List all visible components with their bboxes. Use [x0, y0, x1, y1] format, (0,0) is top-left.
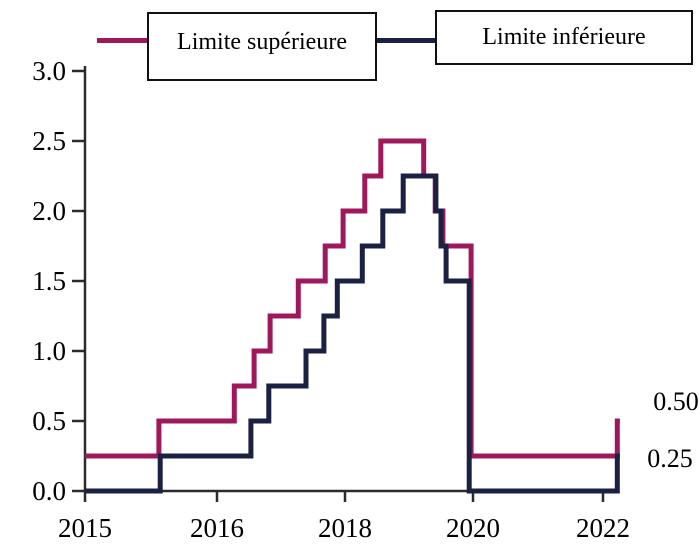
- y-tick-label: 2.5: [32, 126, 66, 156]
- x-tick-label: 2022: [576, 513, 630, 543]
- y-tick-label: 3.0: [32, 56, 66, 86]
- y-tick-label: 1.0: [32, 336, 66, 366]
- legend-line-lower-swatch: [377, 38, 435, 43]
- series-lines: [85, 138, 620, 494]
- end-annotation-upper: 0.50: [653, 387, 699, 416]
- legend-item-lower: Limite inférieure: [435, 10, 693, 65]
- upper-limit-line: [85, 138, 620, 459]
- legend-label-lower: Limite inférieure: [482, 24, 646, 50]
- lower-limit-line: [85, 173, 620, 494]
- axis-ticks: [72, 69, 605, 502]
- x-tick-label: 2018: [318, 513, 372, 543]
- y-tick-label: 0.0: [32, 476, 66, 506]
- y-tick-label: 2.0: [32, 196, 66, 226]
- end-annotation-lower: 0.25: [647, 444, 693, 473]
- y-tick-label: 0.5: [32, 406, 66, 436]
- y-tick-label: 1.5: [32, 266, 66, 296]
- x-tick-label: 2020: [446, 513, 500, 543]
- x-tick-label: 2015: [58, 513, 112, 543]
- legend-item-upper: Limite supérieure: [147, 12, 377, 81]
- legend-label-upper: Limite supérieure: [177, 29, 347, 55]
- legend-line-upper-swatch: [97, 38, 147, 43]
- x-tick-label: 2016: [190, 513, 244, 543]
